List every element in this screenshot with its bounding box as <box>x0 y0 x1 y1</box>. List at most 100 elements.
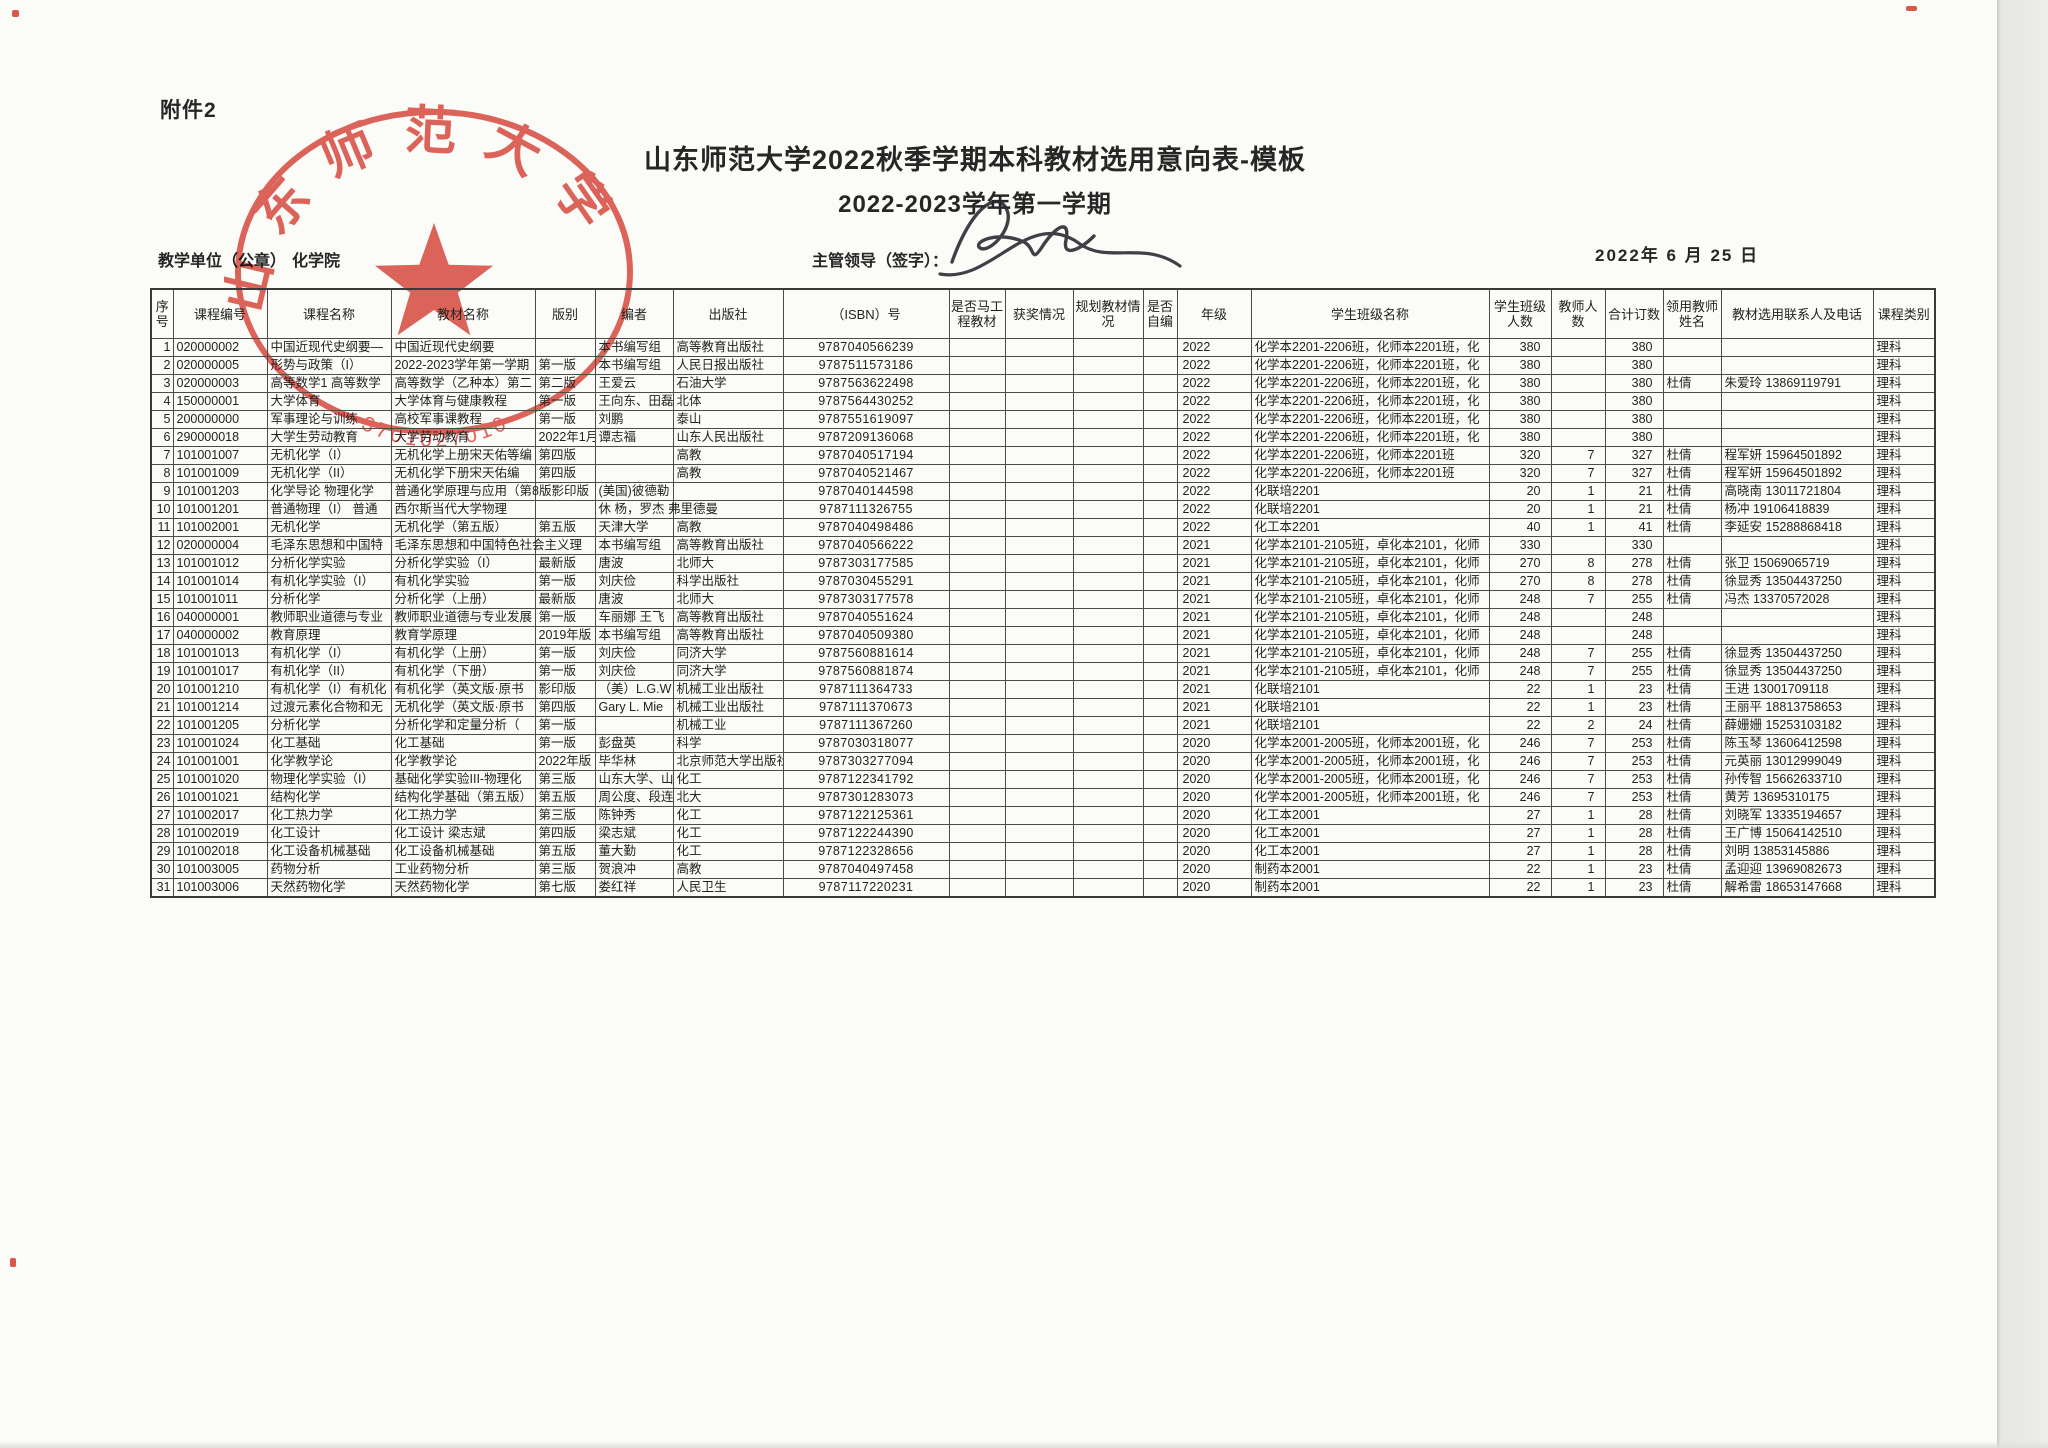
table-cell: 22 <box>1488 680 1552 699</box>
table-cell: 24 <box>1604 716 1664 735</box>
table-cell: 101001021 <box>172 788 268 807</box>
table-cell <box>948 482 1006 501</box>
table-cell: 理科 <box>1872 374 1936 393</box>
table-cell: 杜倩 <box>1662 788 1722 807</box>
table-row: 23 101001024 化工基础 化工基础 第一版 彭盘英 科学 9787030318077… <box>150 734 1936 753</box>
table-cell: 程军妍 15964501892 <box>1720 464 1874 483</box>
table-cell: 101001013 <box>172 644 268 663</box>
table-cell: 理科 <box>1872 626 1936 645</box>
table-cell: 杜倩 <box>1662 572 1722 591</box>
table-cell <box>1004 752 1074 771</box>
teaching-unit: 教学单位（公章） 化学院 <box>158 247 340 271</box>
table-cell <box>1072 662 1144 681</box>
table-cell <box>948 734 1006 753</box>
table-cell: 教育学原理 <box>390 626 536 645</box>
table-cell: 工业药物分析 <box>390 860 536 879</box>
table-cell: 理科 <box>1872 446 1936 465</box>
table-cell: 杜倩 <box>1662 446 1722 465</box>
table-cell: 22 <box>150 716 174 735</box>
table-row: 5 200000000 军事理论与训练 高校军事课教程 第一版 刘鹏 泰山 978755161… <box>150 410 1936 429</box>
table-cell: 杨冲 19106418839 <box>1720 500 1874 519</box>
table-cell: 101001007 <box>172 446 268 465</box>
table-cell <box>948 752 1006 771</box>
table-cell <box>1142 752 1178 771</box>
column-header: 课程编号 <box>172 288 268 339</box>
column-header: 版别 <box>534 288 596 339</box>
table-cell <box>948 590 1006 609</box>
table-cell: 王广博 15064142510 <box>1720 824 1874 843</box>
table-cell <box>1720 356 1874 375</box>
table-cell: 杜倩 <box>1662 842 1722 861</box>
table-cell: 第一版 <box>534 410 596 429</box>
table-cell: 2022 <box>1176 392 1252 411</box>
table-cell: 101001001 <box>172 752 268 771</box>
table-row: 13 101001012 分析化学实验 分析化学实验（I） 最新版 唐波 北师大 978730… <box>150 554 1936 573</box>
table-cell: 化学本2201-2206班，化师本2201班 <box>1250 446 1490 465</box>
table-cell: 高教 <box>672 446 784 465</box>
table-cell <box>1004 626 1074 645</box>
table-cell: 杜倩 <box>1662 374 1722 393</box>
table-cell: 休 杨，罗杰 弗里德曼 <box>594 500 718 519</box>
table-cell: 有机化学实验 <box>390 572 536 591</box>
table-cell: 23 <box>1604 878 1664 898</box>
table-cell: 结构化学基础（第五版） <box>390 788 536 807</box>
table-cell: 2021 <box>1176 554 1252 573</box>
table-cell: 248 <box>1488 662 1552 681</box>
table-cell <box>1004 536 1074 555</box>
table-cell <box>948 770 1006 789</box>
table-cell: 31 <box>150 878 174 898</box>
table-cell: 2020 <box>1176 806 1252 825</box>
table-cell: 化学本2001-2005班，化师本2001班，化 <box>1250 752 1490 771</box>
table-cell: 2021 <box>1176 608 1252 627</box>
column-header: 编者 <box>594 288 674 339</box>
table-cell: 化学本2101-2105班，卓化本2101，化师 <box>1250 572 1490 591</box>
table-cell <box>1550 536 1606 555</box>
table-cell <box>1550 410 1606 429</box>
table-cell: 2022 <box>1176 428 1252 447</box>
table-cell <box>1550 392 1606 411</box>
table-cell <box>948 554 1006 573</box>
table-row: 26 101001021 结构化学 结构化学基础（第五版） 第五版 周公度、段连 北大 978… <box>150 788 1936 807</box>
table-cell: 化联培2201 <box>1250 482 1490 501</box>
table-cell: 最新版 <box>534 554 596 573</box>
table-row: 3 020000003 高等数学1 高等数学 高等数学（乙种本）第二 第二版 王爱云 石油大… <box>150 374 1936 393</box>
table-cell: 330 <box>1604 536 1664 555</box>
table-cell: 第四版 <box>534 698 596 717</box>
table-row: 4 150000001 大学体育 大学体育与健康教程 第一版 王向东、田磊 北体 978756… <box>150 392 1936 411</box>
table-cell: 普通物理（I） 普通 <box>266 500 392 519</box>
table-cell: 320 <box>1488 464 1552 483</box>
table-cell <box>1004 392 1074 411</box>
table-cell: 10 <box>150 500 174 519</box>
table-cell: 教育原理 <box>266 626 392 645</box>
table-cell <box>948 572 1006 591</box>
table-cell <box>948 536 1006 555</box>
table-cell <box>1004 770 1074 789</box>
table-cell <box>1550 428 1606 447</box>
table-cell: 25 <box>150 770 174 789</box>
table-row: 27 101002017 化工热力学 化工热力学 第三版 陈钟秀 化工 97871221253… <box>150 806 1936 825</box>
table-cell: 刘晓军 13335194657 <box>1720 806 1874 825</box>
table-cell: 7 <box>1550 752 1606 771</box>
table-cell: 28 <box>1604 842 1664 861</box>
table-cell: 同济大学 <box>672 662 784 681</box>
table-cell <box>1004 860 1074 879</box>
table-cell: 理科 <box>1872 518 1936 537</box>
table-cell <box>1662 356 1722 375</box>
table-cell: 380 <box>1488 410 1552 429</box>
table-cell: 解希雷 18653147668 <box>1720 878 1874 898</box>
table-cell: 本书编写组 <box>594 626 674 645</box>
table-cell <box>1662 428 1722 447</box>
table-cell <box>1720 392 1874 411</box>
table-cell: 理科 <box>1872 752 1936 771</box>
table-cell: 101001014 <box>172 572 268 591</box>
table-row: 29 101002018 化工设备机械基础 化工设备机械基础 第五版 董大勤 化工 97871… <box>150 842 1936 861</box>
table-cell: 9 <box>150 482 174 501</box>
table-cell: 23 <box>1604 860 1664 879</box>
table-cell: 大学体育与健康教程 <box>390 392 536 411</box>
table-cell: 第五版 <box>534 518 596 537</box>
table-cell <box>948 806 1006 825</box>
table-cell <box>1004 428 1074 447</box>
table-cell <box>1142 482 1178 501</box>
table-cell: 天津大学 <box>594 518 674 537</box>
table-cell: 理科 <box>1872 608 1936 627</box>
